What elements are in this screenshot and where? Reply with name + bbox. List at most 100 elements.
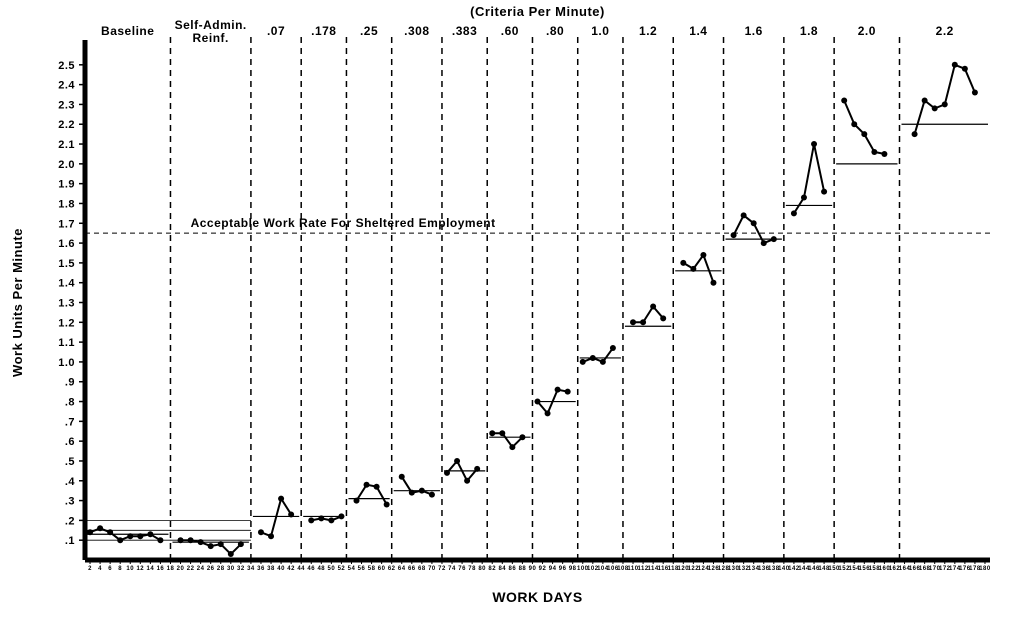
phase-label: .178 xyxy=(311,24,336,38)
data-point xyxy=(258,529,264,535)
x-tick-label: 52 xyxy=(338,566,346,572)
data-point xyxy=(881,151,887,157)
data-point xyxy=(127,533,133,539)
x-tick-label: 4 xyxy=(98,566,102,572)
data-point xyxy=(429,492,435,498)
y-tick-label: .2 xyxy=(65,515,75,527)
top-title: (Criteria Per Minute) xyxy=(470,4,605,19)
data-point xyxy=(318,515,324,521)
phase-label: 1.4 xyxy=(689,24,707,38)
data-point xyxy=(328,517,334,523)
x-tick-label: 22 xyxy=(187,566,195,572)
x-tick-label: 38 xyxy=(267,566,275,572)
x-tick-label: 88 xyxy=(519,566,527,572)
phase-label: Reinf. xyxy=(193,31,229,45)
data-point xyxy=(710,280,716,286)
y-tick-label: .1 xyxy=(65,535,75,547)
y-tick-label: 1.9 xyxy=(58,179,75,191)
data-point xyxy=(178,537,184,543)
y-tick-label: .9 xyxy=(65,377,75,389)
data-point xyxy=(680,260,686,266)
data-point xyxy=(630,319,636,325)
data-point xyxy=(218,541,224,547)
x-tick-label: 16 xyxy=(157,566,165,572)
phase-label: .80 xyxy=(546,24,564,38)
data-point xyxy=(338,513,344,519)
y-axis-label: Work Units Per Minute xyxy=(10,228,25,377)
x-tick-label: 46 xyxy=(307,566,315,572)
y-tick-label: 1.2 xyxy=(58,317,75,329)
y-tick-label: 1.7 xyxy=(58,218,75,230)
data-point xyxy=(188,537,194,543)
phase-label: 2.2 xyxy=(936,24,954,38)
data-point xyxy=(499,430,505,436)
data-point xyxy=(660,315,666,321)
data-point xyxy=(600,359,606,365)
x-axis-label: WORK DAYS xyxy=(492,589,582,605)
data-point xyxy=(771,236,777,242)
chart-container: .1.2.3.4.5.6.7.8.91.01.11.21.31.41.51.61… xyxy=(0,0,1012,628)
data-point xyxy=(208,543,214,549)
x-tick-label: 66 xyxy=(408,566,416,572)
data-point xyxy=(399,474,405,480)
y-tick-label: .5 xyxy=(65,456,75,468)
data-point xyxy=(580,359,586,365)
data-point xyxy=(364,482,370,488)
x-tick-label: 28 xyxy=(217,566,225,572)
y-tick-label: 2.2 xyxy=(58,119,75,131)
x-tick-label: 30 xyxy=(227,566,235,572)
data-point xyxy=(454,458,460,464)
data-point xyxy=(489,430,495,436)
data-point xyxy=(509,444,515,450)
data-point xyxy=(555,387,561,393)
data-point xyxy=(922,97,928,103)
x-tick-label: 86 xyxy=(509,566,517,572)
data-point xyxy=(137,533,143,539)
data-point xyxy=(384,502,390,508)
data-point xyxy=(268,533,274,539)
data-point xyxy=(610,345,616,351)
data-point xyxy=(821,189,827,195)
data-point xyxy=(535,399,541,405)
x-tick-label: 10 xyxy=(126,566,134,572)
y-tick-label: 2.5 xyxy=(58,60,75,72)
data-point xyxy=(157,537,163,543)
data-point xyxy=(952,62,958,68)
data-point xyxy=(107,529,113,535)
data-point xyxy=(228,551,234,557)
y-tick-label: 1.0 xyxy=(58,357,75,369)
data-point xyxy=(519,434,525,440)
data-point xyxy=(751,220,757,226)
data-point xyxy=(198,539,204,545)
data-point xyxy=(97,525,103,531)
phase-label: 1.2 xyxy=(639,24,657,38)
y-tick-label: 1.5 xyxy=(58,258,75,270)
x-tick-label: 18 xyxy=(167,566,175,572)
data-point xyxy=(741,212,747,218)
data-point xyxy=(288,511,294,517)
data-point xyxy=(700,252,706,258)
data-point xyxy=(238,541,244,547)
y-tick-label: .3 xyxy=(65,496,75,508)
data-point xyxy=(851,121,857,127)
data-point xyxy=(374,484,380,490)
data-point xyxy=(841,97,847,103)
data-point xyxy=(117,537,123,543)
y-tick-label: 2.4 xyxy=(58,80,75,92)
data-point xyxy=(801,195,807,201)
data-point xyxy=(147,531,153,537)
data-point xyxy=(409,490,415,496)
x-tick-label: 94 xyxy=(549,566,557,572)
y-tick-label: .6 xyxy=(65,436,75,448)
y-tick-label: 1.3 xyxy=(58,298,75,310)
phase-label: 1.6 xyxy=(745,24,763,38)
y-tick-label: .8 xyxy=(65,397,75,409)
data-point xyxy=(791,210,797,216)
data-point xyxy=(871,149,877,155)
y-tick-label: 2.0 xyxy=(58,159,75,171)
reference-line-label: Acceptable Work Rate For Sheltered Emplo… xyxy=(191,216,496,230)
data-point xyxy=(962,66,968,72)
phase-label: 1.0 xyxy=(591,24,609,38)
x-tick-label: 74 xyxy=(448,566,456,572)
x-tick-label: 8 xyxy=(118,566,122,572)
